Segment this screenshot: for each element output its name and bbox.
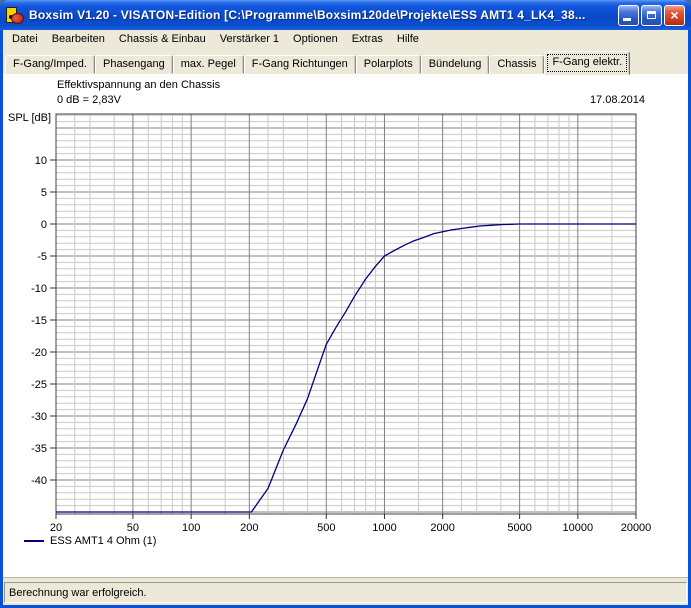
status-bar: Berechnung war erfolgreich. [3, 577, 688, 605]
status-message: Berechnung war erfolgreich. [4, 582, 687, 603]
client-area: Datei Bearbeiten Chassis & Einbau Verstä… [3, 30, 688, 605]
app-icon [6, 7, 24, 24]
tab-polarplots[interactable]: Polarplots [356, 55, 421, 74]
tab-strip: F-Gang/Imped. Phasengang max. Pegel F-Ga… [3, 48, 688, 74]
close-icon: × [670, 8, 678, 22]
menu-item-extras[interactable]: Extras [345, 31, 390, 47]
window-title: Boxsim V1.20 - VISATON-Edition [C:\Progr… [29, 8, 614, 22]
application-window: Boxsim V1.20 - VISATON-Edition [C:\Progr… [0, 0, 691, 608]
chart-legend: ESS AMT1 4 Ohm (1) [24, 535, 156, 547]
chart-subtitle: 0 dB = 2,83V [57, 94, 121, 106]
legend-label: ESS AMT1 4 Ohm (1) [50, 535, 156, 547]
menu-item-bearbeiten[interactable]: Bearbeiten [45, 31, 112, 47]
tab-phasengang[interactable]: Phasengang [95, 55, 173, 74]
minimize-icon [623, 18, 631, 21]
chart-title: Effektivspannung an den Chassis [57, 79, 220, 91]
tab-f-gang-imped[interactable]: F-Gang/Imped. [5, 55, 95, 74]
maximize-button[interactable] [641, 5, 662, 26]
menu-item-chassis-einbau[interactable]: Chassis & Einbau [112, 31, 213, 47]
tab-chassis[interactable]: Chassis [489, 55, 544, 74]
close-button[interactable]: × [664, 5, 685, 26]
chart-page [3, 74, 688, 578]
maximize-icon [647, 11, 656, 19]
tab-buendelung[interactable]: Bündelung [421, 55, 490, 74]
y-axis-label: SPL [dB] [8, 112, 51, 124]
caption-buttons: × [618, 5, 685, 26]
menu-item-datei[interactable]: Datei [5, 31, 45, 47]
title-bar: Boxsim V1.20 - VISATON-Edition [C:\Progr… [0, 0, 691, 30]
menu-bar: Datei Bearbeiten Chassis & Einbau Verstä… [3, 30, 688, 48]
tab-max-pegel[interactable]: max. Pegel [173, 55, 244, 74]
tab-f-gang-richtungen[interactable]: F-Gang Richtungen [244, 55, 356, 74]
chart-date: 17.08.2014 [590, 94, 645, 106]
minimize-button[interactable] [618, 5, 639, 26]
tab-f-gang-elektr[interactable]: F-Gang elektr. [544, 51, 630, 75]
legend-line-icon [24, 540, 44, 542]
menu-item-optionen[interactable]: Optionen [286, 31, 345, 47]
menu-item-verstaerker-1[interactable]: Verstärker 1 [213, 31, 286, 47]
menu-item-hilfe[interactable]: Hilfe [390, 31, 426, 47]
